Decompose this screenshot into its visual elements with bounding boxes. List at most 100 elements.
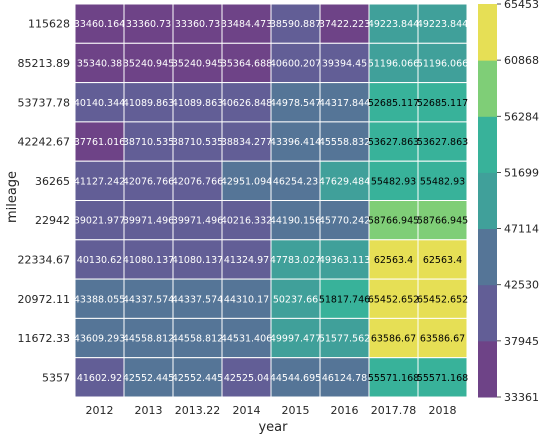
cell-value-label: 41089.863	[123, 98, 174, 109]
x-tick-label: 2013.22	[175, 404, 221, 417]
cell-value-label: 42552.445	[172, 373, 223, 384]
heatmap-cell	[74, 239, 125, 280]
cell-value-label: 55482.93	[420, 176, 465, 187]
cell-value-label: 45558.832	[319, 137, 370, 148]
cell-value-label: 43388.055	[74, 294, 125, 305]
cell-value-label: 63586.67	[420, 334, 465, 345]
x-tick-label: 2013	[135, 404, 163, 417]
cell-value-label: 33360.73	[126, 19, 171, 30]
colorbar-segment	[478, 228, 497, 286]
heatmap-cell	[270, 317, 321, 359]
cell-value-label: 62563.4	[374, 255, 413, 266]
cell-value-label: 51196.066	[368, 58, 419, 69]
cell-value-label: 40600.207	[270, 58, 321, 69]
heatmap-cell	[319, 317, 370, 359]
cell-value-label: 41127.242	[74, 176, 125, 187]
cell-value-label: 46124.78	[322, 373, 367, 384]
y-tick-label: 53737.78	[18, 96, 71, 109]
cell-value-label: 42076.766	[123, 176, 174, 187]
cell-value-label: 47783.027	[270, 255, 321, 266]
heatmap-cell	[319, 357, 370, 398]
heatmap-cell	[417, 3, 468, 44]
heatmap-cell	[123, 82, 174, 123]
cell-value-label: 51196.066	[417, 58, 468, 69]
cell-value-label: 65452.652	[368, 294, 419, 305]
cell-value-label: 37761.016	[74, 137, 125, 148]
heatmap-cell	[417, 239, 468, 280]
cell-value-label: 35364.688	[221, 58, 272, 69]
cell-value-label: 44310.17	[224, 294, 269, 305]
cell-value-label: 38710.535	[123, 137, 174, 148]
heatmap-cell	[270, 357, 321, 398]
heatmap-cell-labels: 33460.164 33360.73 33360.73 33484.47338590.…	[74, 19, 468, 384]
heatmap-cell	[172, 239, 223, 280]
colorbar-segment	[478, 60, 497, 117]
cell-value-label: 44544.695	[270, 373, 321, 384]
y-tick-label: 11672.33	[18, 332, 71, 345]
heatmap-cell	[270, 121, 321, 162]
colorbar-segment	[478, 284, 497, 342]
colorbar-segment	[478, 340, 497, 398]
heatmap-cell	[368, 121, 419, 162]
heatmap-cell	[417, 42, 468, 84]
cell-value-label: 43396.414	[270, 137, 321, 148]
cell-value-label: 44531.406	[221, 334, 272, 345]
cell-value-label: 47629.484	[319, 176, 370, 187]
heatmap-cell	[221, 317, 272, 359]
colorbar-tick-label: 65453	[504, 0, 539, 11]
y-tick-label: 22942	[35, 214, 70, 227]
cell-value-label: 53627.863	[368, 137, 419, 148]
cell-value-label: 51817.746	[319, 294, 370, 305]
heatmap-cell	[270, 160, 321, 201]
heatmap-cell	[417, 357, 468, 398]
colorbar-tick-label: 33361	[504, 391, 539, 404]
colorbar-segment	[478, 172, 497, 230]
cell-value-label: 55571.168	[368, 373, 419, 384]
colorbar	[478, 4, 497, 398]
x-tick-label: 2012	[86, 404, 114, 417]
cell-value-label: 38834.277	[221, 137, 272, 148]
heatmap-cell	[172, 200, 223, 241]
heatmap-cell	[221, 82, 272, 123]
heatmap-cell	[270, 278, 321, 319]
heatmap-cell	[172, 121, 223, 162]
heatmap-cell	[172, 82, 223, 123]
x-axis-label: year	[258, 420, 288, 435]
x-tick-label: 2018	[429, 404, 457, 417]
heatmap-cell	[221, 121, 272, 162]
x-tick-label: 2017.78	[371, 404, 417, 417]
cell-value-label: 39971.496	[123, 216, 174, 227]
heatmap-cell	[123, 317, 174, 359]
cell-value-label: 39021.977	[74, 216, 125, 227]
cell-value-label: 52685.117	[368, 98, 419, 109]
y-tick-label: 20972.11	[18, 293, 71, 306]
heatmap-cell	[270, 239, 321, 280]
cell-value-label: 49363.113	[319, 255, 370, 266]
heatmap-cell	[368, 200, 419, 241]
cell-value-label: 41324.97	[224, 255, 269, 266]
cell-value-label: 44337.574	[172, 294, 223, 305]
heatmap-cell	[74, 357, 125, 398]
cell-value-label: 44190.156	[270, 216, 321, 227]
heatmap-cell	[172, 278, 223, 319]
heatmap-cell	[172, 317, 223, 359]
colorbar-tick-label: 60868	[504, 54, 539, 67]
cell-value-label: 65452.652	[417, 294, 468, 305]
heatmap-cell	[319, 3, 370, 44]
colorbar-segment	[478, 116, 497, 173]
cell-value-label: 42951.094	[221, 176, 272, 187]
cell-value-label: 44337.574	[123, 294, 174, 305]
heatmap-cell	[417, 200, 468, 241]
cell-value-label: 33360.73	[175, 19, 220, 30]
heatmap-cell	[221, 42, 272, 84]
cell-value-label: 49997.477	[270, 334, 321, 345]
cell-value-label: 39394.45	[322, 58, 367, 69]
cell-value-label: 58766.945	[368, 216, 419, 227]
cell-value-label: 35340.38	[77, 58, 122, 69]
x-tick-label: 2016	[331, 404, 359, 417]
cell-value-label: 49223.844	[417, 19, 468, 30]
cell-value-label: 38710.535	[172, 137, 223, 148]
heatmap-cell	[270, 200, 321, 241]
heatmap-cell	[319, 239, 370, 280]
cell-value-label: 40140.344	[74, 98, 125, 109]
